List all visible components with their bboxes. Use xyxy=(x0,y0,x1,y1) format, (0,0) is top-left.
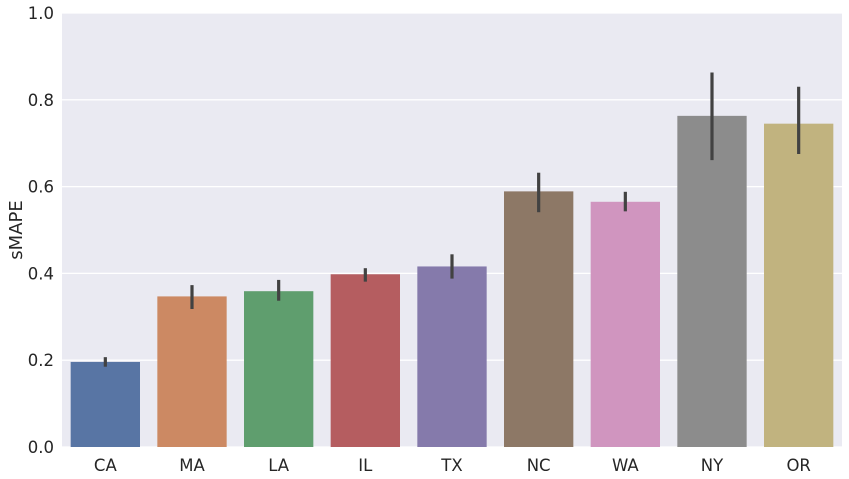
x-tick-label-ny: NY xyxy=(701,456,724,475)
bar-ny xyxy=(677,115,747,447)
bar-wa xyxy=(590,201,660,447)
y-tick-label: 0.2 xyxy=(28,351,54,370)
bar-or xyxy=(764,123,834,448)
x-tick-label-wa: WA xyxy=(612,456,639,475)
bars xyxy=(70,115,834,448)
y-tick-label: 1.0 xyxy=(28,4,54,23)
y-tick-label: 0.4 xyxy=(28,264,54,283)
y-axis-title: sMAPE xyxy=(6,200,27,259)
x-tick-label-or: OR xyxy=(786,456,810,475)
y-tick-label: 0.8 xyxy=(28,91,54,110)
error-bars xyxy=(103,72,801,367)
y-tick-labels: 0.0 0.2 0.4 0.6 0.8 1.0 xyxy=(28,4,54,457)
x-tick-label-tx: TX xyxy=(440,456,462,475)
x-tick-label-la: LA xyxy=(268,456,290,475)
bar-ma xyxy=(157,296,227,447)
bar-nc xyxy=(504,191,574,447)
x-tick-label-il: IL xyxy=(358,456,373,475)
x-tick-label-nc: NC xyxy=(527,456,551,475)
x-tick-label-ca: CA xyxy=(94,456,118,475)
y-tick-label: 0.6 xyxy=(28,178,54,197)
x-tick-labels: CA MA LA IL TX NC WA NY OR xyxy=(94,456,811,475)
bar-tx xyxy=(417,266,487,447)
x-tick-label-ma: MA xyxy=(179,456,205,475)
bar-la xyxy=(244,291,314,447)
bar-il xyxy=(330,274,400,447)
y-tick-label: 0.0 xyxy=(28,438,54,457)
bar-ca xyxy=(70,361,140,447)
